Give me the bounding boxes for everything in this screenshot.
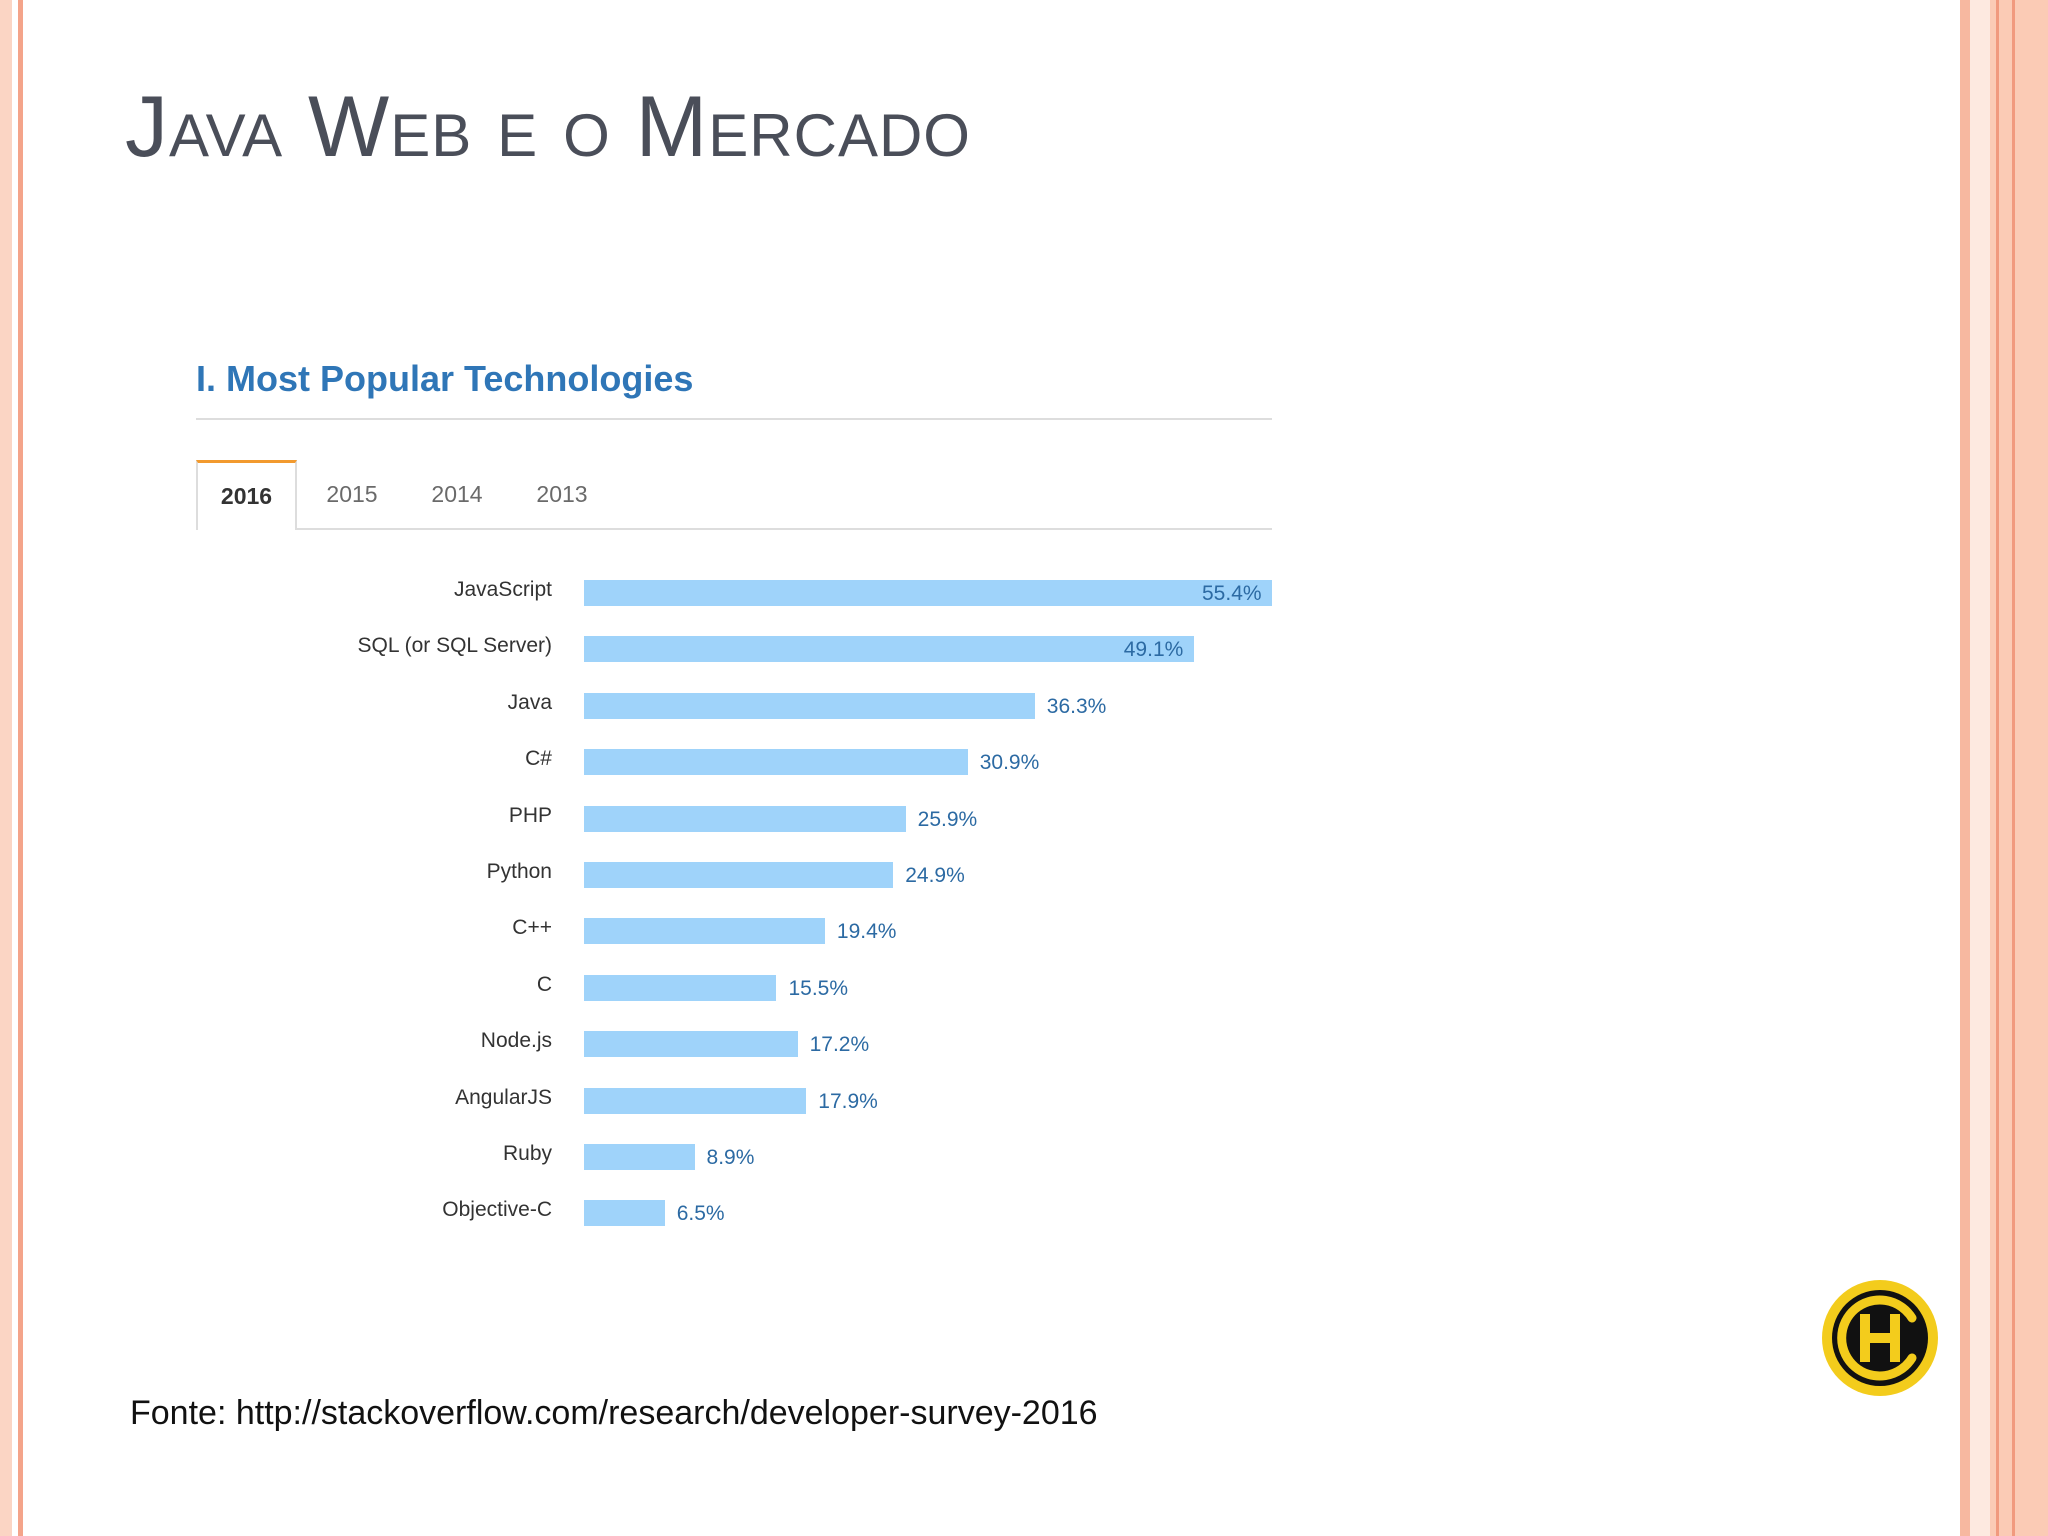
- bar-value-3: 30.9%: [979, 751, 1040, 775]
- tab-bar-divider: [196, 528, 1272, 530]
- tab-2014[interactable]: 2014: [431, 481, 483, 507]
- bar-5: [584, 862, 894, 888]
- bar-label-9: AngularJS: [455, 1085, 552, 1109]
- slide-right-border-b: [1970, 0, 1990, 1536]
- bar-value-11: 6.5%: [676, 1202, 725, 1226]
- h-circle-logo-icon: [1822, 1280, 1938, 1396]
- bar-4: [584, 805, 906, 832]
- bar-value-10: 8.9%: [706, 1146, 755, 1169]
- bar-value-8: 17.2%: [809, 1033, 870, 1057]
- bar-label-8: Node.js: [480, 1029, 552, 1053]
- bar-chart: JavaScript 55.4% SQL (or SQL Server) 49.1% J…: [196, 578, 1272, 1240]
- bar-label-3: C#: [525, 747, 552, 771]
- slide-right-border-line-1: [1996, 0, 1999, 1536]
- year-tab-bar: 2016 2015 2014 2013: [196, 460, 1272, 530]
- slide-right-border-a: [1960, 0, 1970, 1536]
- bar-value-5: 24.9%: [905, 864, 965, 887]
- slide-title: Java Web e o Mercado: [125, 79, 971, 175]
- bar-9: [584, 1087, 807, 1114]
- bar-label-10: Ruby: [502, 1142, 552, 1165]
- bar-0: [584, 580, 1272, 606]
- bar-11: [584, 1200, 665, 1227]
- slide-left-border: [0, 0, 12, 1536]
- tab-2015[interactable]: 2015: [326, 481, 378, 507]
- bar-label-11: Objective-C: [442, 1198, 552, 1222]
- source-note: Fonte: http://stackoverflow.com/research…: [130, 1394, 1098, 1432]
- bar-3: [584, 749, 968, 776]
- bar-label-1: SQL (or SQL Server): [357, 634, 553, 658]
- bar-label-5: Python: [486, 860, 552, 883]
- bar-value-1: 49.1%: [1123, 638, 1184, 662]
- bar-7: [584, 974, 777, 1001]
- bar-value-0: 55.4%: [1202, 582, 1262, 605]
- bar-value-9: 17.9%: [818, 1089, 878, 1113]
- bar-value-7: 15.5%: [788, 976, 849, 1000]
- bar-1: [584, 636, 1194, 663]
- bar-10: [584, 1144, 695, 1170]
- survey-screenshot: I. Most Popular Technologies 2016 2015 2…: [196, 340, 1272, 1280]
- bar-2: [584, 692, 1035, 719]
- slide-left-border-line: [18, 0, 23, 1536]
- tab-2016[interactable]: 2016: [196, 460, 297, 530]
- bar-label-0: JavaScript: [453, 578, 552, 601]
- bar-label-7: C: [536, 972, 552, 996]
- slide-right-border-c: [1990, 0, 2048, 1536]
- bar-6: [584, 918, 825, 945]
- slide-right-border-line-2: [2012, 0, 2015, 1536]
- heading-divider: [196, 418, 1272, 420]
- bar-value-4: 25.9%: [917, 807, 978, 831]
- bar-8: [584, 1031, 798, 1058]
- bar-value-6: 19.4%: [836, 920, 897, 944]
- bar-value-2: 36.3%: [1046, 694, 1107, 718]
- chart-title: I. Most Popular Technologies: [196, 358, 694, 399]
- bar-label-2: Java: [507, 690, 552, 714]
- bar-label-6: C++: [512, 916, 552, 940]
- bar-label-4: PHP: [508, 803, 552, 827]
- tab-2013[interactable]: 2013: [536, 481, 588, 507]
